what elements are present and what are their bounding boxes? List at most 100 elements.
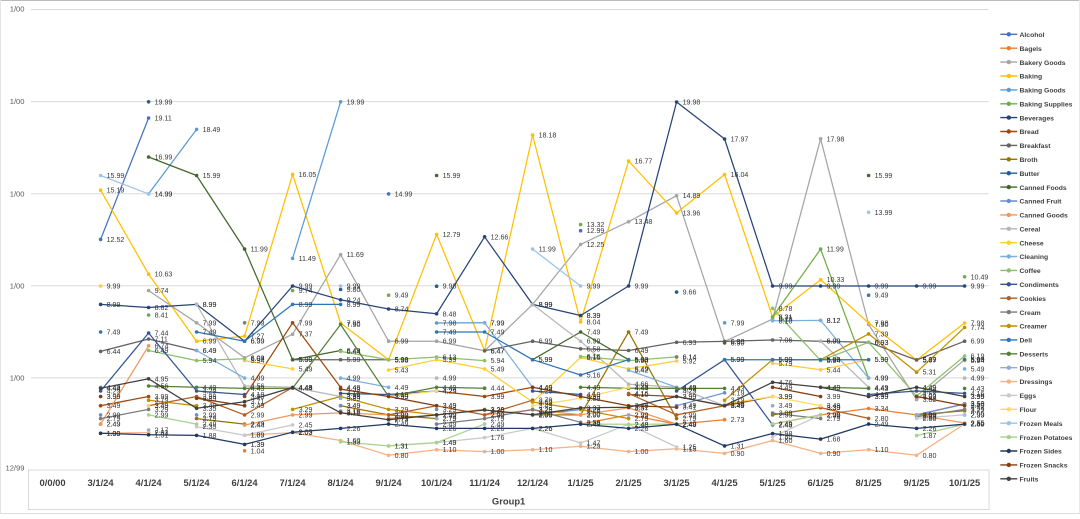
svg-text:9.99: 9.99 [587,283,601,291]
svg-text:7.99: 7.99 [203,319,217,327]
svg-text:Cookies: Cookies [1020,296,1047,303]
svg-text:9.99: 9.99 [107,283,121,291]
svg-text:7.99: 7.99 [299,319,313,327]
svg-text:3.60: 3.60 [971,400,985,408]
svg-text:2.49: 2.49 [971,421,985,429]
svg-text:2.99: 2.99 [587,411,601,419]
svg-text:Frozen Snacks: Frozen Snacks [1020,463,1068,470]
svg-text:14.99: 14.99 [155,190,173,198]
svg-text:2.99: 2.99 [923,411,937,419]
svg-text:3.49: 3.49 [683,402,697,410]
svg-text:5.99: 5.99 [635,356,649,364]
svg-text:4.10: 4.10 [251,391,265,399]
svg-text:Canned Fruit: Canned Fruit [1020,199,1063,206]
svg-text:4.99: 4.99 [971,375,985,383]
svg-text:2.79: 2.79 [107,415,121,423]
svg-text:6.99: 6.99 [587,338,601,346]
svg-text:12.99: 12.99 [587,227,605,235]
svg-text:4.29: 4.29 [683,388,697,396]
svg-text:3.99: 3.99 [971,393,985,401]
svg-text:3.49: 3.49 [203,402,217,410]
svg-text:4.99: 4.99 [875,375,889,383]
svg-text:3.99: 3.99 [779,393,793,401]
svg-text:3.34: 3.34 [875,405,889,413]
svg-text:1.87: 1.87 [923,432,937,440]
svg-text:Cereal: Cereal [1020,227,1041,234]
svg-text:2.48: 2.48 [635,421,649,429]
svg-text:3.49: 3.49 [155,402,169,410]
svg-text:12.66: 12.66 [491,233,509,241]
svg-text:12/99: 12/99 [5,464,24,473]
svg-text:4.44: 4.44 [491,385,505,393]
svg-text:4.16: 4.16 [971,390,985,398]
svg-text:5.94: 5.94 [635,357,649,365]
svg-text:Dips: Dips [1020,365,1035,372]
svg-text:5.99: 5.99 [539,356,553,364]
svg-text:Broth: Broth [1020,157,1038,164]
svg-text:2.79: 2.79 [635,415,649,423]
svg-text:7.74: 7.74 [971,324,985,332]
svg-text:Frozen Meals: Frozen Meals [1020,421,1063,428]
svg-text:8.04: 8.04 [587,318,601,326]
svg-text:3.99: 3.99 [971,393,985,401]
svg-text:3.82: 3.82 [923,396,937,404]
svg-text:9.74: 9.74 [299,287,313,295]
svg-text:3.28: 3.28 [587,406,601,414]
svg-text:2.49: 2.49 [683,421,697,429]
svg-text:2.99: 2.99 [251,411,265,419]
svg-text:6.98: 6.98 [731,338,745,346]
svg-text:3.49: 3.49 [347,402,361,410]
svg-text:9.99: 9.99 [971,283,985,291]
svg-text:4.49: 4.49 [923,384,937,392]
svg-text:8.12: 8.12 [827,317,841,325]
svg-text:4.44: 4.44 [107,385,121,393]
svg-text:2.55: 2.55 [971,420,985,428]
svg-text:3.41: 3.41 [635,404,649,412]
svg-text:3.29: 3.29 [539,406,553,414]
svg-text:8.41: 8.41 [155,312,169,320]
svg-text:1.53: 1.53 [347,438,361,446]
svg-text:2.99: 2.99 [203,411,217,419]
svg-text:2.03: 2.03 [155,429,169,437]
svg-text:6.99: 6.99 [251,338,265,346]
svg-text:3.99: 3.99 [491,393,505,401]
svg-text:4.49: 4.49 [299,384,313,392]
svg-text:6.16: 6.16 [587,353,601,361]
svg-text:2.05: 2.05 [299,429,313,437]
svg-text:Fruits: Fruits [1020,477,1039,484]
svg-text:2.99: 2.99 [971,411,985,419]
svg-text:9.99: 9.99 [827,283,841,291]
svg-text:3.99: 3.99 [347,393,361,401]
svg-text:2.99: 2.99 [443,411,457,419]
svg-text:6.99: 6.99 [395,338,409,346]
svg-text:Group1: Group1 [492,496,525,507]
svg-text:4.49: 4.49 [827,384,841,392]
svg-text:6.90: 6.90 [731,339,745,347]
svg-text:3.37: 3.37 [635,404,649,412]
svg-text:3.29: 3.29 [971,406,985,414]
svg-text:3.29: 3.29 [395,406,409,414]
svg-text:8/1/24: 8/1/24 [328,477,355,488]
svg-text:7.06: 7.06 [779,337,793,345]
svg-text:19.99: 19.99 [347,98,365,106]
svg-text:1/00: 1/00 [10,374,25,383]
svg-text:7.98: 7.98 [875,320,889,328]
svg-text:5.99: 5.99 [299,356,313,364]
svg-text:3.99: 3.99 [587,393,601,401]
svg-text:Canned Foods: Canned Foods [1020,185,1067,192]
svg-text:13.99: 13.99 [875,209,893,217]
svg-text:2.99: 2.99 [827,411,841,419]
svg-text:13.96: 13.96 [683,209,701,217]
svg-text:Butter: Butter [1020,171,1040,178]
svg-text:7.98: 7.98 [971,320,985,328]
svg-text:2/1/25: 2/1/25 [616,477,642,488]
svg-text:4.43: 4.43 [251,385,265,393]
svg-text:1.10: 1.10 [539,446,553,454]
svg-text:19.98: 19.98 [683,99,701,107]
svg-text:3.19: 3.19 [347,408,361,416]
svg-text:3.49: 3.49 [731,402,745,410]
svg-text:2.49: 2.49 [203,421,217,429]
svg-text:6.14: 6.14 [683,353,697,361]
svg-text:9.98: 9.98 [443,283,457,291]
svg-text:7.49: 7.49 [587,329,601,337]
